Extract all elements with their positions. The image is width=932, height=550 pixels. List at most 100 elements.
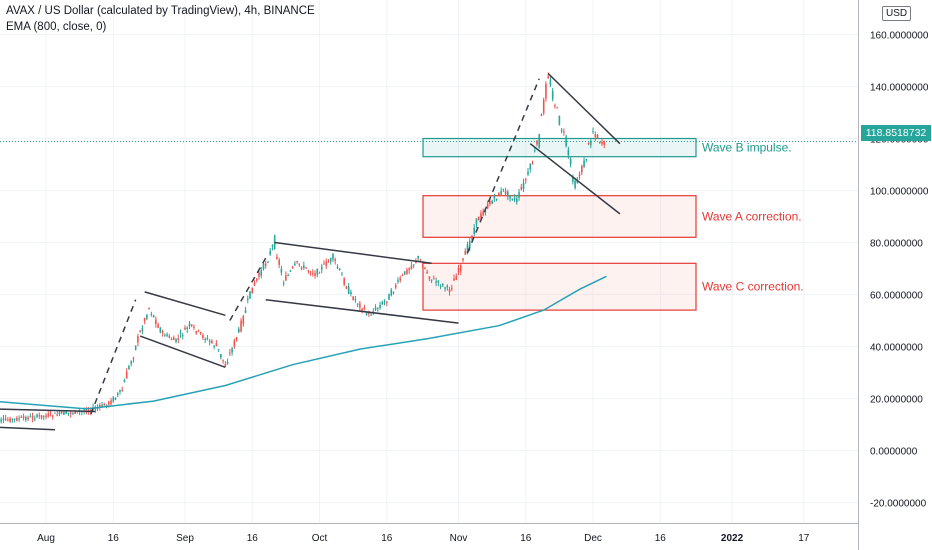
candle-body bbox=[128, 366, 130, 370]
candle-body bbox=[560, 130, 563, 132]
candle-body bbox=[433, 278, 435, 280]
y-tick-label: 40.0000000 bbox=[870, 343, 923, 354]
candle-body bbox=[121, 390, 124, 392]
candle-body bbox=[325, 261, 328, 267]
candle-body bbox=[296, 261, 298, 263]
candle-body bbox=[211, 340, 213, 344]
y-tick-label: 0.0000000 bbox=[870, 447, 918, 458]
candle-body bbox=[475, 218, 478, 225]
candle-body bbox=[424, 267, 426, 269]
candle-body bbox=[143, 318, 146, 322]
candle-body bbox=[484, 211, 487, 213]
zone-rect bbox=[422, 137, 697, 158]
price-axis-bg bbox=[858, 0, 932, 550]
candle-body bbox=[574, 180, 576, 188]
candle-body bbox=[578, 174, 581, 177]
candle-body bbox=[446, 285, 449, 288]
candle-body bbox=[38, 415, 41, 417]
zone-labels: Wave B impulse. Wave A correction. Wave C … bbox=[702, 141, 804, 294]
candle-body bbox=[565, 136, 567, 147]
candle-body bbox=[426, 271, 428, 274]
candle-body bbox=[170, 339, 173, 341]
candle-body bbox=[489, 201, 491, 205]
candle-body bbox=[119, 389, 121, 392]
y-tick-label: -20.0000000 bbox=[870, 499, 927, 510]
candle-body bbox=[4, 418, 7, 421]
candle-body bbox=[42, 415, 45, 417]
candle-body bbox=[547, 76, 549, 79]
candle-body bbox=[110, 400, 112, 405]
currency-label[interactable]: USD bbox=[882, 6, 912, 21]
candle-body bbox=[199, 332, 202, 334]
candle-body bbox=[114, 397, 117, 400]
candle-body bbox=[29, 416, 32, 418]
candle-body bbox=[583, 160, 585, 168]
indicator-label: EMA (800, close, 0) bbox=[6, 21, 107, 33]
candle-body bbox=[235, 337, 238, 340]
candle-body bbox=[471, 235, 473, 240]
candle-body bbox=[352, 296, 354, 300]
candle-body bbox=[11, 418, 14, 420]
candle-body bbox=[430, 279, 433, 281]
candle-body bbox=[504, 190, 507, 194]
candle-body bbox=[522, 182, 525, 190]
candle-body bbox=[188, 323, 191, 327]
x-tick-label: Nov bbox=[450, 533, 468, 544]
candle-body bbox=[269, 251, 271, 255]
candle-body bbox=[567, 149, 570, 156]
candle-body bbox=[27, 417, 29, 420]
candle-body bbox=[60, 411, 63, 414]
candle-body bbox=[356, 303, 359, 305]
candle-body bbox=[238, 328, 240, 333]
trend-line bbox=[0, 426, 55, 431]
candle-body bbox=[164, 335, 166, 337]
current-price-tag: 118.8518732 bbox=[861, 125, 931, 141]
candle-body bbox=[585, 158, 588, 160]
candle-body bbox=[498, 192, 500, 196]
candle-body bbox=[18, 418, 20, 420]
trend-line bbox=[0, 408, 96, 413]
y-tick-label: 100.0000000 bbox=[870, 187, 929, 198]
candle-body bbox=[603, 141, 606, 146]
candle-body bbox=[249, 291, 251, 299]
candle-body bbox=[208, 340, 211, 342]
candle-body bbox=[545, 83, 547, 99]
candle-body bbox=[132, 358, 135, 360]
candle-body bbox=[49, 413, 52, 415]
candle-body bbox=[267, 261, 269, 263]
candle-body bbox=[103, 403, 106, 406]
zone-label: Wave B impulse. bbox=[702, 141, 792, 155]
candle-body bbox=[520, 187, 523, 190]
candle-body bbox=[125, 371, 128, 379]
y-tick-label: 20.0000000 bbox=[870, 395, 923, 406]
candle-body bbox=[509, 195, 511, 199]
x-tick-label: 16 bbox=[655, 533, 667, 544]
candle-body bbox=[280, 268, 283, 273]
y-tick-label: 60.0000000 bbox=[870, 291, 923, 302]
candle-body bbox=[374, 307, 377, 310]
candle-body bbox=[291, 266, 294, 268]
candle-body bbox=[415, 261, 417, 263]
candle-body bbox=[33, 418, 36, 420]
candle-body bbox=[350, 291, 352, 294]
candle-body bbox=[507, 191, 509, 197]
candle-body bbox=[448, 289, 451, 292]
candle-body bbox=[558, 115, 561, 125]
candle-body bbox=[347, 286, 350, 294]
x-tick-label: 16 bbox=[381, 533, 393, 544]
candle-body bbox=[184, 327, 186, 330]
candle-body bbox=[529, 163, 532, 170]
candle-body bbox=[540, 114, 543, 116]
zone-label: Wave A correction. bbox=[702, 210, 802, 224]
candle-body bbox=[316, 268, 319, 275]
candle-body bbox=[220, 354, 222, 358]
candle-body bbox=[74, 410, 76, 414]
candle-body bbox=[468, 241, 471, 248]
candle-body bbox=[157, 324, 159, 328]
candle-body bbox=[334, 259, 337, 262]
candle-body bbox=[300, 267, 303, 269]
x-tick-label: Sep bbox=[176, 533, 194, 544]
candle-body bbox=[511, 198, 514, 200]
candle-body bbox=[152, 315, 155, 318]
